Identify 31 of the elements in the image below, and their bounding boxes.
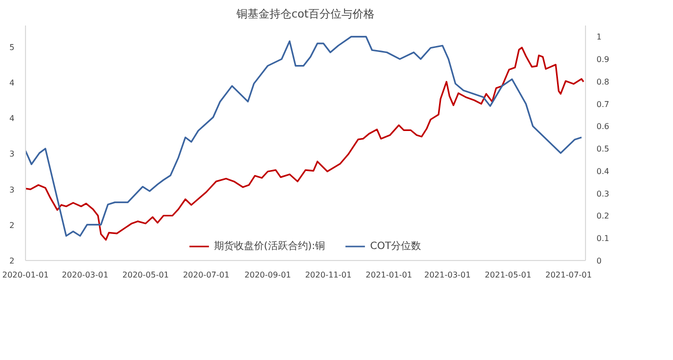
y-tick-label: 4 (9, 78, 15, 88)
y2-tick-label: 0.1 (596, 234, 610, 244)
x-tick-label: 2021-01-01 (366, 270, 412, 280)
y2-tick-label: 0.5 (596, 144, 610, 154)
x-tick-label: 2020-11-01 (305, 270, 352, 280)
y-tick-label: 2 (9, 220, 15, 230)
x-tick-label: 2020-09-01 (244, 270, 292, 280)
y2-tick-label: 0.2 (596, 212, 610, 221)
y2-tick-label: 0.7 (596, 100, 610, 109)
x-tick-label: 2021-03-01 (424, 270, 471, 280)
y2-tick-label: 0 (596, 256, 602, 266)
y-tick-label: 3 (9, 185, 15, 194)
x-tick-label: 2021-07-01 (545, 270, 592, 280)
chart-title: 铜基金持仓cot百分位与价格 (235, 8, 375, 20)
y2-tick-label: 0.8 (596, 77, 610, 86)
x-tick-label: 2020-05-01 (122, 270, 169, 280)
y2-tick-label: 0.3 (596, 189, 610, 198)
x-tick-label: 2021-05-01 (484, 270, 532, 280)
y-tick-label: 2 (9, 256, 15, 266)
legend-label: COT分位数 (370, 240, 422, 253)
y-tick-label: 5 (9, 42, 15, 52)
y2-tick-label: 0.6 (596, 122, 610, 132)
x-tick-label: 2020-01-01 (2, 270, 49, 280)
y2-tick-label: 1 (596, 32, 602, 42)
x-tick-label: 2020-07-01 (182, 270, 230, 280)
y2-tick-label: 0.9 (596, 55, 610, 64)
legend-label: 期货收盘价(活跃合约):铜 (214, 240, 326, 253)
y-tick-label: 3 (9, 150, 15, 159)
y-tick-label: 4 (9, 114, 15, 124)
y2-tick-label: 0.4 (596, 166, 610, 176)
x-tick-label: 2020-03-01 (62, 270, 108, 280)
